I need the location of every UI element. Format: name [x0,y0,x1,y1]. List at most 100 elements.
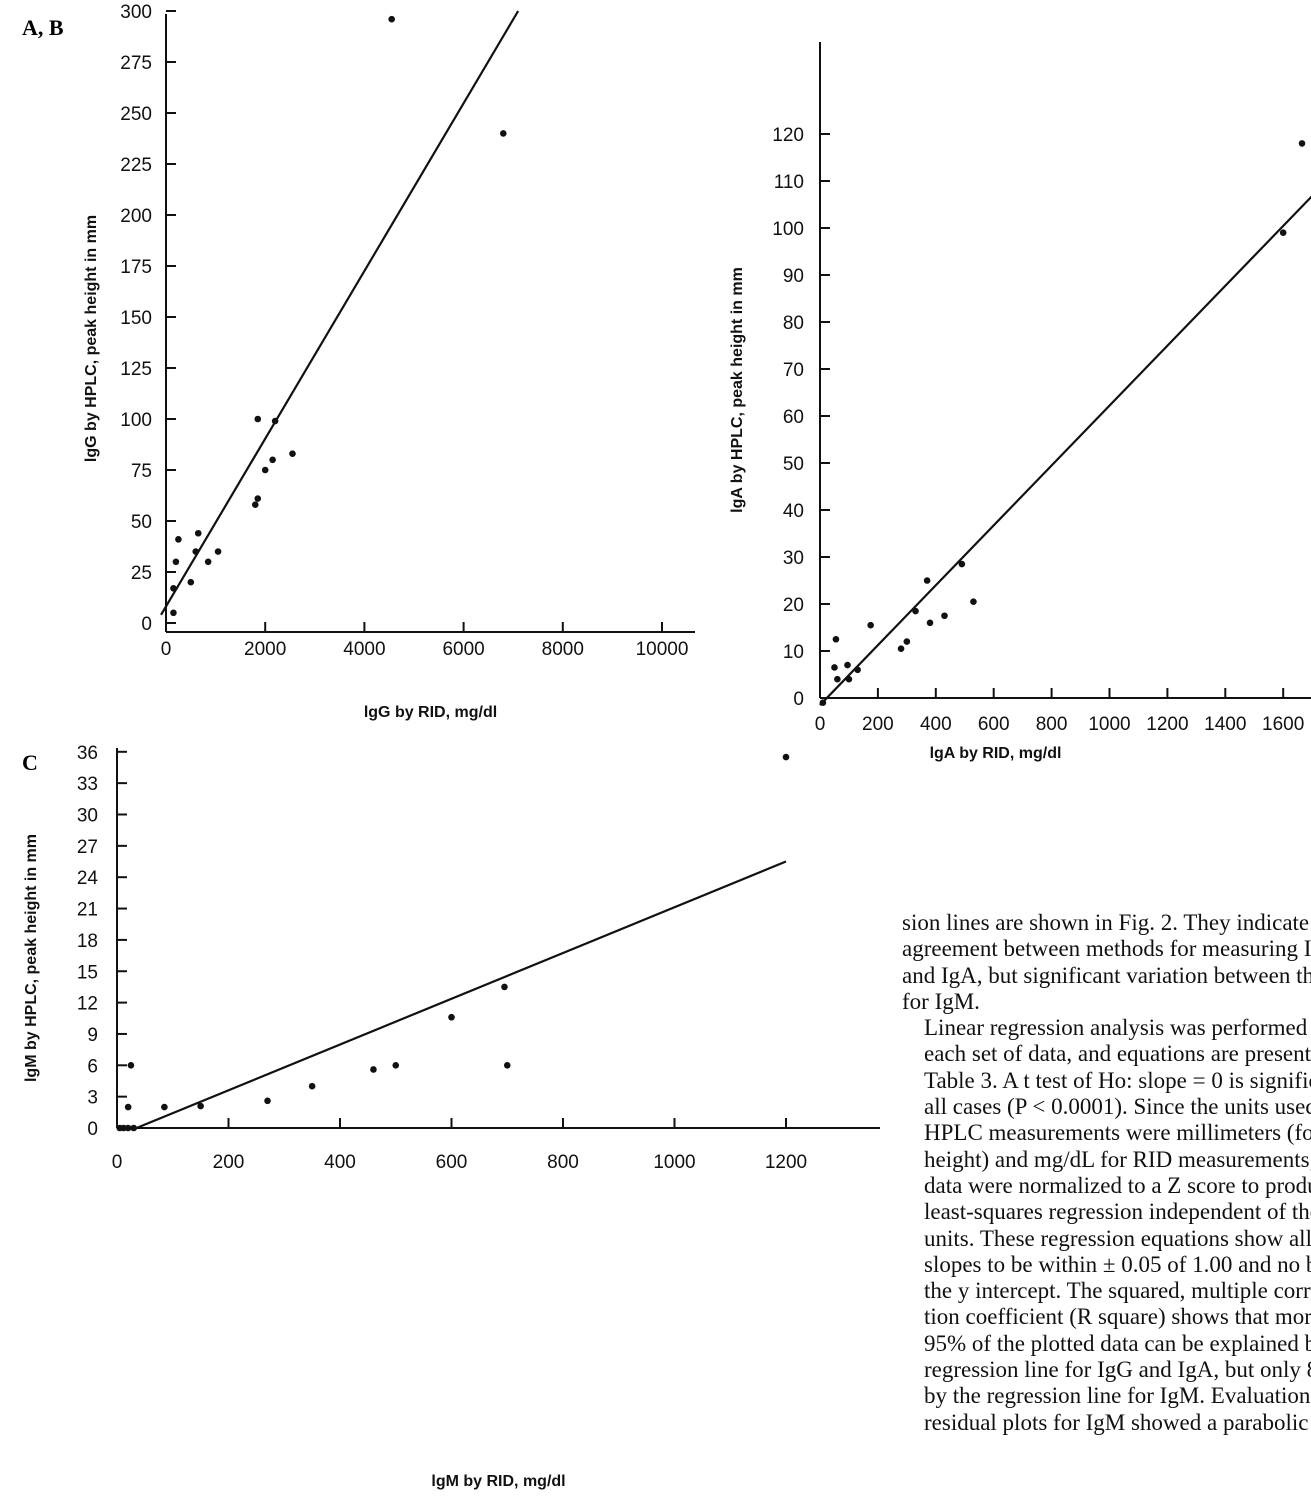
y-tick-label: 0 [87,1119,98,1140]
y-tick-label: 24 [77,868,99,889]
data-point [923,577,931,584]
data-point [499,130,507,137]
paragraph-1: sion lines are shown in Fig. 2. They ind… [902,910,1311,1015]
x-axis-title: lgG by RID, mg/dl [364,704,497,721]
y-tick-label: 33 [77,774,98,795]
data-point [819,699,827,706]
data-point [254,495,262,502]
x-tick-label: 600 [978,714,1010,735]
text-line: slopes to be within ± 0.05 of 1.00 and n… [924,1251,1311,1277]
x-axis-title: lgM by RID, mg/dl [431,1473,565,1490]
x-axis-title: lgA by RID, mg/dl [930,745,1062,762]
data-point [204,558,212,566]
x-tick-label: 6000 [442,639,484,660]
y-tick-label: 200 [120,206,152,227]
data-point [832,635,840,643]
x-tick-label: 0 [161,639,172,660]
data-point [903,638,911,645]
y-tick-label: 6 [87,1056,98,1077]
data-point [170,585,177,592]
data-point [503,1062,511,1069]
data-point [251,501,259,508]
data-point [392,1062,400,1069]
text-line: sion lines are shown in Fig. 2. They ind… [902,910,1311,935]
regression-line [819,195,1311,706]
x-tick-label: 1200 [1146,714,1188,735]
y-tick-label: 50 [131,512,152,533]
text-line: Table 3. A t test of Ho: slope = 0 is si… [924,1067,1311,1093]
y-tick-label: 15 [77,962,98,983]
text-line: agreement between methods for measuring … [902,936,1311,962]
data-point [264,1097,271,1105]
text-line: regression line for IgG and IgA, but onl… [924,1357,1311,1383]
data-point [197,1102,204,1110]
data-point [261,466,269,474]
data-point [161,1103,168,1111]
x-tick-label: 2000 [244,639,286,660]
y-tick-label: 100 [120,410,152,431]
data-point [124,1103,132,1111]
y-axis-title: lgG by HPLC, peak height in mm [83,215,100,462]
y-tick-label: 18 [77,931,98,952]
y-tick-label: 20 [783,595,804,616]
x-tick-label: 1000 [1088,714,1130,735]
y-tick-label: 120 [772,125,804,146]
x-tick-label: 800 [1036,714,1068,735]
x-tick-label: 10000 [636,639,689,660]
y-tick-label: 50 [783,454,804,475]
y-tick-label: 36 [77,743,98,764]
text-line: data were normalized to a Z score to pro… [924,1172,1311,1198]
data-point [130,1124,138,1132]
data-point [501,983,508,991]
data-point [912,607,919,615]
text-line: tion coefficient (R square) shows that m… [924,1304,1311,1330]
text-line: for IgM. [902,988,980,1014]
x-tick-label: 400 [324,1152,356,1173]
data-point [308,1082,316,1090]
data-point [214,548,222,555]
data-point [124,1124,132,1132]
y-tick-label: 12 [77,994,98,1015]
y-tick-label: 10 [783,642,804,663]
data-point [448,1013,455,1021]
panel-label-ab: A, B [22,15,64,40]
text-line: the y intercept. The squared, multiple c… [924,1278,1311,1304]
data-point [867,621,874,629]
data-point [194,529,202,537]
y-tick-label: 25 [131,563,152,584]
text-line: 95% of the plotted data can be explained… [924,1330,1311,1356]
text-line: residual plots for IgM showed a paraboli… [924,1409,1311,1435]
text-line: height) and mg/dL for RID measurements, … [924,1146,1311,1172]
data-point [127,1062,135,1069]
paragraph-2: Linear regression analysis was performed… [902,1015,1311,1436]
data-point [370,1066,377,1073]
y-tick-label: 3 [87,1088,98,1109]
data-point [271,417,279,425]
y-tick-label: 30 [783,548,804,569]
data-point [844,661,851,669]
y-tick-label: 300 [120,2,152,23]
y-tick-label: 100 [772,219,804,240]
x-tick-label: 600 [436,1152,468,1173]
x-tick-label: 0 [112,1152,123,1173]
data-point [897,645,905,652]
y-tick-label: 110 [774,172,804,193]
y-tick-label: 125 [120,359,152,380]
y-tick-label: 27 [77,837,98,858]
y-tick-label: 0 [793,689,804,710]
x-tick-label: 1600 [1262,714,1304,735]
body-text: sion lines are shown in Fig. 2. They ind… [902,910,1311,1503]
data-point [941,612,948,620]
data-point [834,675,841,683]
y-tick-label: 225 [120,155,152,176]
text-line: HPLC measurements were millimeters (for … [924,1120,1311,1146]
y-tick-label: 175 [120,257,152,278]
y-tick-label: 30 [77,806,98,827]
data-point [269,456,276,464]
x-tick-label: 8000 [542,639,584,660]
x-tick-label: 400 [920,714,952,735]
regression-line [136,860,787,1130]
